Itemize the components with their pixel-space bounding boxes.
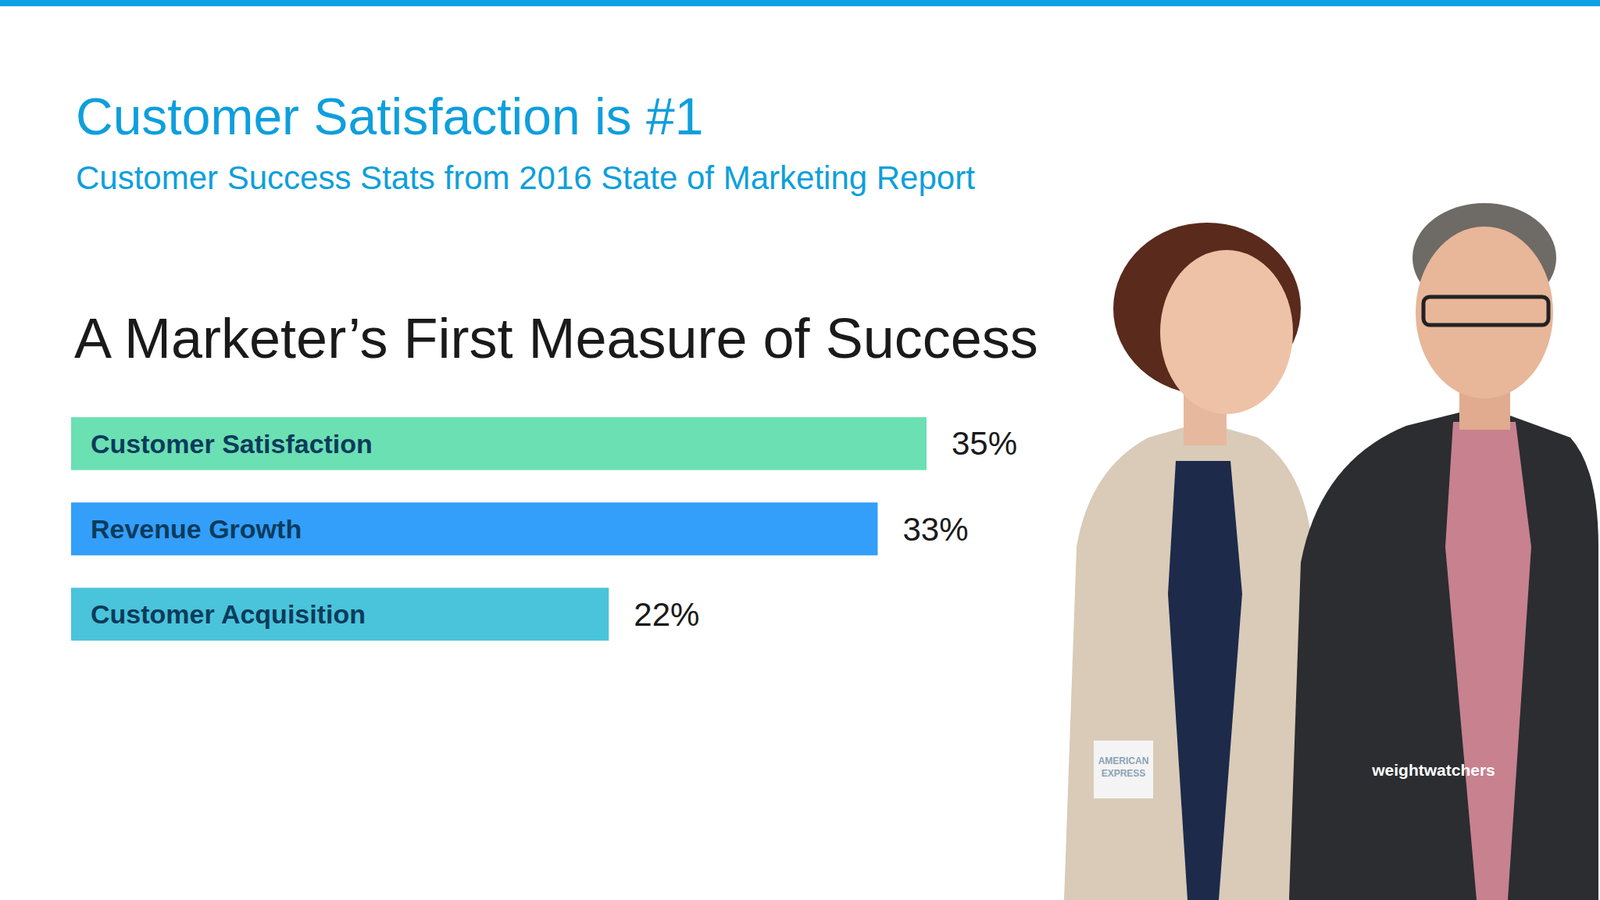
weightwatchers-logo: weightwatchers	[1371, 760, 1496, 779]
category-labels: Customer Satisfaction Revenue Growth Custo…	[90, 428, 373, 629]
slide-title: Customer Satisfaction is #1	[75, 87, 704, 146]
man-suit	[1289, 406, 1599, 900]
woman-jacket	[1064, 421, 1321, 900]
category-label: Customer Satisfaction	[90, 428, 373, 459]
man-shirt	[1445, 421, 1532, 900]
amex-logo-box	[1093, 740, 1154, 799]
data-label: 22%	[633, 596, 700, 633]
woman-top	[1167, 460, 1243, 900]
category-label: Customer Acquisition	[90, 599, 366, 629]
slide-subtitle: Customer Success Stats from 2016 State o…	[75, 159, 975, 197]
data-label: 35%	[951, 425, 1018, 462]
slide: Customer Satisfaction is #1 Customer Succ…	[0, 0, 1600, 900]
data-labels: 35% 33% 22%	[633, 425, 1018, 633]
man-glasses	[1423, 296, 1549, 325]
bars	[71, 417, 927, 641]
man-face	[1415, 226, 1554, 399]
bar	[71, 502, 878, 556]
woman-face	[1160, 250, 1293, 415]
amex-logo: AMERICANEXPRESS	[1098, 755, 1150, 779]
chart-title: A Marketer’s First Measure of Success	[74, 307, 1039, 370]
data-label: 33%	[902, 510, 968, 548]
bar	[71, 417, 927, 471]
bar	[71, 587, 609, 641]
top-accent	[0, 0, 1600, 7]
people-illustration: AMERICANEXPRESS weightwatchers	[1064, 203, 1599, 900]
category-label: Revenue Growth	[90, 514, 302, 544]
